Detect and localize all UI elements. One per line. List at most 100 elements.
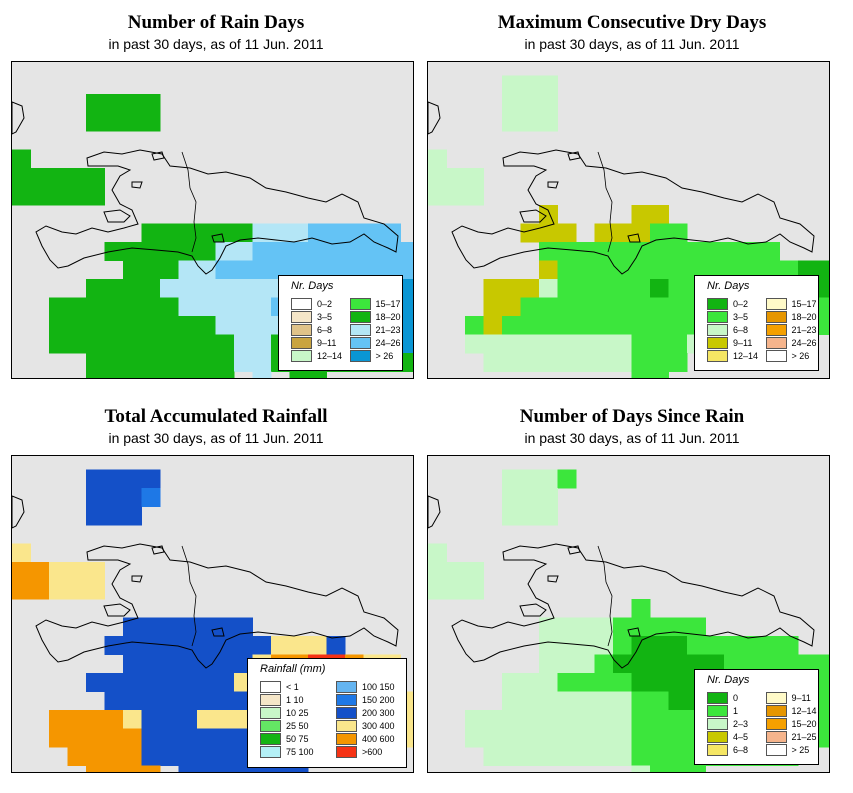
grid-cell: [123, 297, 142, 317]
grid-cell: [252, 297, 272, 317]
legend-label: 300 400: [362, 721, 395, 731]
grid-cell: [104, 94, 124, 113]
grid-cell: [252, 353, 272, 372]
grid-cell: [123, 279, 142, 298]
grid-cell: [650, 691, 669, 711]
legend-swatch: [707, 731, 728, 743]
map-area: Nr. Days 0–2 3–5 6–8 9–11 12–14 15–17 18–20 21–2…: [427, 61, 830, 379]
grid-cell: [104, 353, 124, 372]
grid-cell: [594, 691, 614, 711]
grid-cell: [123, 260, 142, 280]
grid-cell: [539, 691, 558, 711]
legend-swatch: [349, 311, 371, 323]
grid-cell: [446, 186, 466, 206]
grid-cell: [465, 728, 484, 748]
grid-cell: [86, 186, 105, 206]
legend-label: 1: [733, 706, 739, 716]
grid-cell: [705, 242, 725, 261]
grid-cell: [215, 654, 235, 674]
grid-cell: [104, 765, 124, 772]
legend-label: > 25: [791, 745, 810, 755]
grid-cell: [705, 654, 725, 674]
grid-cell: [67, 747, 87, 766]
legend-box: Nr. Days 0–2 3–5 6–8 9–11 12–14 15–17 18–20 21–2…: [278, 275, 403, 371]
grid-cell: [798, 654, 817, 674]
grid-cell: [160, 260, 179, 280]
grid-cell: [520, 279, 540, 298]
grid-cell: [86, 488, 105, 507]
grid-cell: [326, 636, 346, 655]
grid-cell: [520, 75, 540, 95]
grid-cell: [631, 205, 651, 224]
panel-subtitle: in past 30 days, as of 11 Jun. 2011: [108, 36, 324, 52]
coast-outline: [151, 151, 165, 161]
grid-cell: [631, 260, 651, 280]
grid-cell: [446, 580, 466, 600]
legend-swatch: [349, 337, 371, 349]
grid-cell: [502, 691, 521, 711]
grid-cell: [761, 242, 780, 261]
grid-cell: [197, 316, 216, 335]
grid-cell: [178, 316, 198, 335]
grid-cell: [12, 580, 31, 600]
legend-swatch: [336, 681, 357, 693]
grid-cell: [576, 353, 595, 372]
coast-outline: [519, 603, 547, 617]
grid-cell: [631, 636, 651, 655]
grid-cell: [668, 636, 688, 655]
grid-cell: [178, 371, 198, 378]
grid-cell: [215, 316, 235, 335]
grid-cell: [400, 353, 413, 372]
grid-cell: [502, 297, 521, 317]
legend-label: 12–14: [791, 706, 817, 716]
grid-cell: [160, 316, 179, 335]
grid-cell: [446, 168, 466, 187]
grid-cell: [668, 353, 688, 372]
legend-label: 150 200: [362, 695, 395, 705]
legend-swatch: [707, 324, 728, 336]
grid-cell: [557, 223, 577, 243]
grid-cell: [465, 580, 484, 600]
grid-cell: [86, 580, 105, 600]
legend-swatch: [765, 718, 787, 730]
grid-cell: [520, 747, 540, 766]
grid-cell: [631, 654, 651, 674]
grid-cell: [289, 371, 309, 378]
grid-cell: [502, 112, 521, 132]
grid-cell: [539, 205, 558, 224]
grid-cell: [104, 316, 124, 335]
coast-outline: [103, 209, 131, 223]
grid-cell: [12, 562, 31, 581]
grid-cell: [30, 186, 50, 206]
grid-cell: [539, 297, 558, 317]
panel-subtitle: in past 30 days, as of 11 Jun. 2011: [524, 430, 740, 446]
grid-cell: [141, 765, 161, 772]
grid-cell: [428, 543, 447, 563]
grid-cell: [816, 728, 829, 748]
grid-cell: [123, 617, 142, 637]
grid-cell: [141, 691, 161, 711]
coast-outline: [428, 101, 441, 135]
grid-cell: [141, 617, 161, 637]
grid-cell: [576, 710, 595, 729]
grid-cell: [252, 765, 272, 772]
legend-swatch: [707, 298, 728, 310]
grid-cell: [631, 297, 651, 317]
legend-title: Rainfall (mm): [260, 663, 326, 675]
grid-cell: [687, 636, 706, 655]
grid-cell: [650, 316, 669, 335]
legend-label: 9–11: [317, 338, 337, 348]
grid-cell: [465, 334, 484, 354]
legend-swatch: [349, 350, 371, 362]
grid-cell: [104, 728, 124, 748]
grid-cell: [30, 562, 50, 581]
grid-cell: [557, 728, 577, 748]
grid-cell: [705, 636, 725, 655]
grid-cell: [465, 186, 484, 206]
grid-cell: [520, 223, 540, 243]
grid-cell: [816, 673, 829, 692]
grid-cell: [557, 279, 577, 298]
grid-cell: [428, 186, 447, 206]
map-area: Nr. Days 0 1 2–3 4–5 6–8 9–11 12–14 15–20 21–25 > …: [427, 455, 830, 773]
grid-cell: [178, 673, 198, 692]
